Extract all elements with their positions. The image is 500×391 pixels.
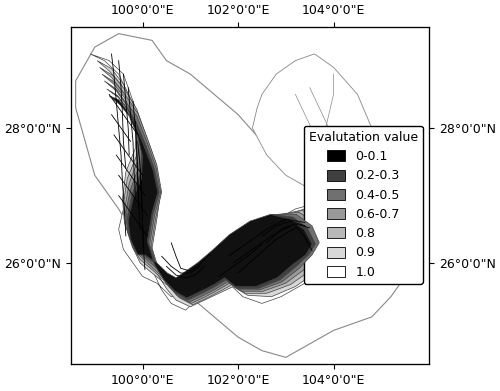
Polygon shape: [252, 54, 382, 196]
Polygon shape: [102, 74, 325, 303]
Polygon shape: [104, 81, 320, 302]
Polygon shape: [97, 61, 338, 307]
Polygon shape: [76, 34, 405, 357]
Polygon shape: [100, 67, 331, 305]
Legend: 0-0.1, 0.2-0.3, 0.4-0.5, 0.6-0.7, 0.8, 0.9, 1.0: 0-0.1, 0.2-0.3, 0.4-0.5, 0.6-0.7, 0.8, 0…: [304, 126, 423, 284]
Polygon shape: [90, 54, 348, 310]
Polygon shape: [106, 89, 316, 300]
Polygon shape: [109, 96, 312, 298]
